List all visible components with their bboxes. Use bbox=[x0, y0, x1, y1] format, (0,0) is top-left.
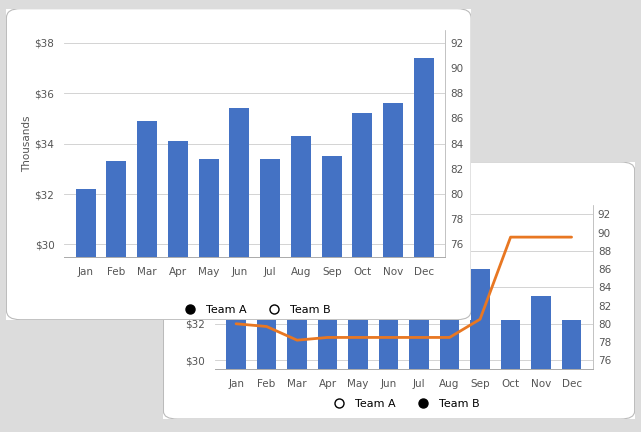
Bar bbox=[76, 189, 96, 432]
Bar bbox=[383, 103, 403, 432]
Bar bbox=[562, 320, 581, 432]
Bar bbox=[229, 108, 249, 432]
Bar bbox=[440, 320, 460, 432]
Bar bbox=[287, 320, 307, 432]
FancyBboxPatch shape bbox=[163, 162, 635, 419]
Bar bbox=[260, 159, 280, 432]
Bar bbox=[256, 320, 276, 432]
Bar bbox=[106, 161, 126, 432]
Legend: Team A, Team B: Team A, Team B bbox=[175, 301, 335, 320]
Bar bbox=[409, 320, 429, 432]
Bar bbox=[199, 159, 219, 432]
Bar bbox=[291, 136, 311, 432]
Bar bbox=[353, 113, 372, 432]
Y-axis label: Thousands: Thousands bbox=[22, 115, 31, 172]
Bar bbox=[318, 320, 338, 432]
Bar bbox=[348, 320, 368, 432]
FancyBboxPatch shape bbox=[6, 9, 471, 320]
Bar bbox=[322, 156, 342, 432]
Bar bbox=[226, 320, 246, 432]
Bar bbox=[168, 141, 188, 432]
Legend: Team A, Team B: Team A, Team B bbox=[324, 394, 484, 413]
Bar bbox=[379, 320, 399, 432]
Bar bbox=[137, 121, 157, 432]
Bar bbox=[414, 58, 434, 432]
Bar bbox=[501, 320, 520, 432]
Bar bbox=[470, 269, 490, 432]
Bar bbox=[531, 296, 551, 432]
